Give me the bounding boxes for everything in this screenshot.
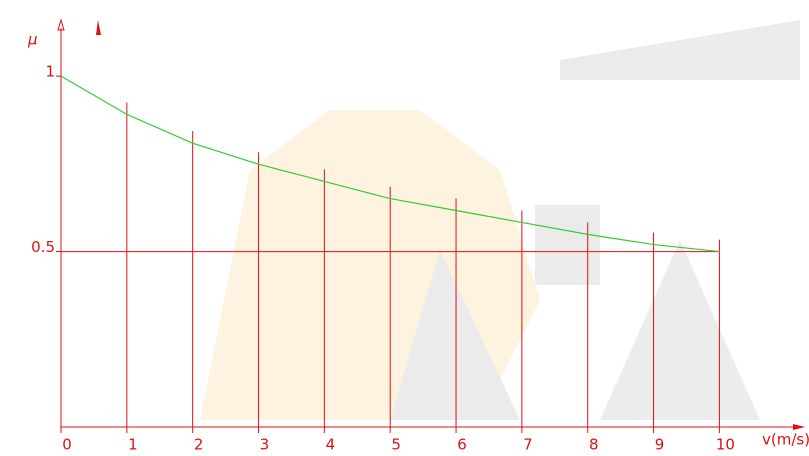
x-tick-label: 9 bbox=[655, 436, 665, 454]
x-tick-label: 5 bbox=[391, 436, 401, 454]
x-tick-label: 3 bbox=[260, 436, 270, 454]
y-axis-arrow bbox=[57, 18, 65, 31]
x-axis-arrow bbox=[793, 424, 805, 430]
x-tick-label: 1 bbox=[128, 436, 138, 454]
y-tick-label: 0.5 bbox=[31, 238, 55, 256]
x-tick-label: 7 bbox=[523, 436, 533, 454]
x-tick-label: 4 bbox=[326, 436, 336, 454]
x-tick-label: 10 bbox=[716, 436, 735, 454]
x-tick-label: 6 bbox=[457, 436, 467, 454]
x-axis-label: v(m/s) bbox=[762, 431, 809, 449]
y-tick-label: 1 bbox=[45, 63, 55, 81]
x-tick-label: 8 bbox=[589, 436, 599, 454]
y-axis-label: μ bbox=[27, 31, 38, 49]
x-tick-label: 2 bbox=[194, 436, 204, 454]
x-tick-label: 0 bbox=[62, 436, 72, 454]
marker bbox=[96, 20, 101, 35]
line-series bbox=[60, 75, 720, 253]
watermark bbox=[200, 20, 800, 420]
